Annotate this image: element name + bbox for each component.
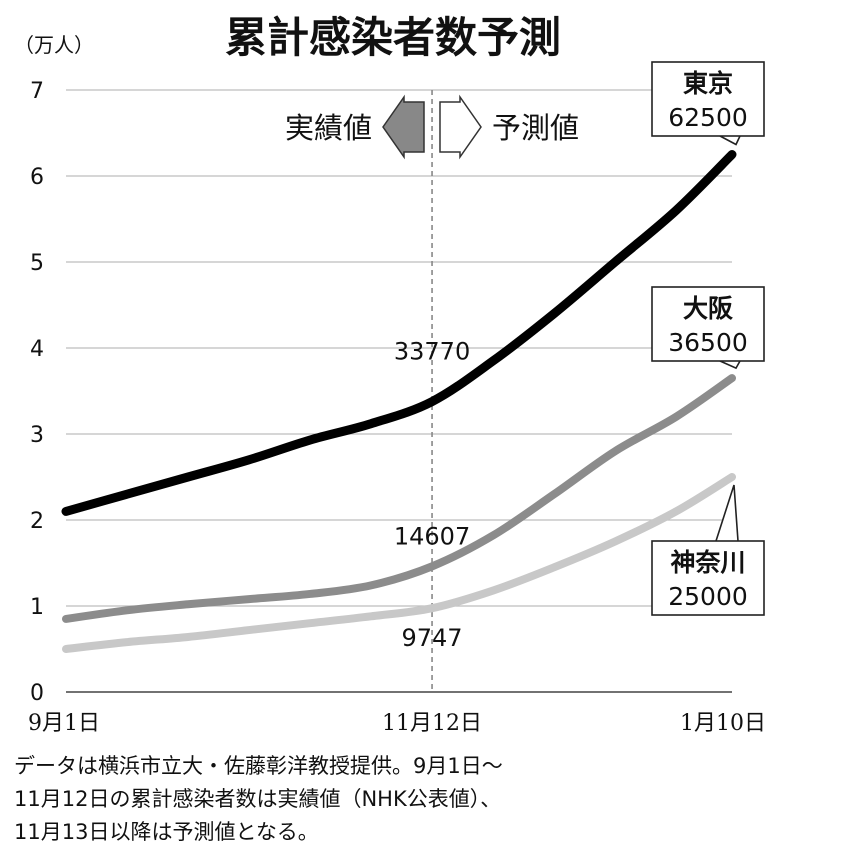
y-tick-label: 0	[30, 681, 44, 706]
footnote: データは横浜市立大・佐藤彰洋教授提供。9月1日～ 11月12日の累計感染者数は実…	[14, 750, 834, 849]
y-tick-label: 4	[30, 337, 44, 362]
footnote-line: 11月13日以降は予測値となる。	[14, 820, 319, 844]
footnote-line: データは横浜市立大・佐藤彰洋教授提供。9月1日～	[14, 754, 503, 778]
callout-0: 東京 62500	[651, 61, 765, 146]
callout-1: 大阪 36500	[651, 286, 765, 370]
y-tick-label: 7	[30, 79, 44, 104]
series-line-1	[62, 374, 736, 623]
callout-box	[651, 540, 765, 616]
y-axis-ticks: 0 1 2 3 4 5 6 7	[30, 79, 44, 706]
series-lines	[61, 150, 737, 653]
callout-leader	[719, 360, 741, 370]
right-arrow-icon	[439, 94, 482, 160]
y-tick-label: 5	[30, 251, 44, 276]
mid-value-label: 33770	[394, 338, 470, 366]
chart-title: 累計感染者数予測	[225, 13, 561, 62]
y-axis-unit: （万人）	[14, 33, 94, 57]
callout-box	[651, 286, 765, 362]
callout-series-name: 東京	[683, 69, 733, 98]
series-line-0	[61, 150, 737, 516]
grid-lines	[66, 89, 732, 607]
callout-leader	[715, 484, 739, 542]
x-tick-label: 1月10日	[680, 711, 766, 736]
y-tick-label: 6	[30, 165, 44, 190]
callout-end-value: 25000	[668, 582, 748, 611]
series-line-2	[62, 473, 736, 653]
phase-indicator: 実績値 予測値	[285, 94, 579, 160]
mid-value-label: 9747	[402, 624, 463, 652]
callout-end-value: 36500	[668, 328, 748, 357]
left-arrow-icon	[382, 94, 425, 160]
y-tick-label: 2	[30, 509, 44, 534]
footnote-line: 11月12日の累計感染者数は実績値（NHK公表値）、	[14, 787, 502, 811]
phase-actual-label: 実績値	[285, 111, 372, 145]
callout-leader	[719, 135, 741, 146]
callout-box	[651, 61, 765, 137]
x-tick-label: 9月1日	[28, 711, 100, 736]
x-tick-label: 11月12日	[382, 711, 482, 736]
cumulative-infections-chart: 累計感染者数予測 （万人） 0 1 2 3 4 5 6 7 9月1日 11月12日 1月10日 実…	[14, 13, 766, 736]
callout-series-name: 神奈川	[670, 548, 745, 577]
callout-end-value: 62500	[668, 103, 748, 132]
y-tick-label: 3	[30, 423, 44, 448]
callout-2: 神奈川 25000	[651, 484, 765, 616]
y-tick-label: 1	[30, 595, 44, 620]
callout-series-name: 大阪	[683, 294, 733, 323]
mid-value-label: 14607	[394, 522, 470, 550]
mid-value-labels: 33770 14607 9747	[394, 338, 470, 653]
end-value-callouts: 東京 62500 大阪 36500 神奈川 25000	[651, 61, 765, 616]
phase-forecast-label: 予測値	[492, 111, 579, 145]
x-axis-ticks: 9月1日 11月12日 1月10日	[28, 711, 766, 736]
